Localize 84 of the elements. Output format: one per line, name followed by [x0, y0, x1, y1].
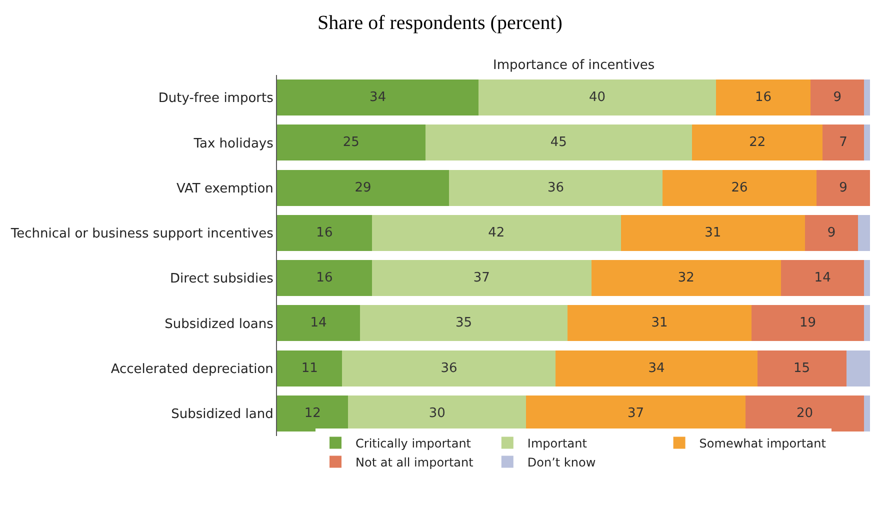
- bar: [864, 260, 870, 296]
- bar: [810, 80, 864, 116]
- y-tick-label: Duty-free imports: [158, 91, 274, 106]
- data-label: 30: [428, 406, 446, 421]
- data-label: 35: [456, 316, 472, 331]
- legend-label: Critically important: [356, 436, 472, 450]
- y-tick-label: Tax holidays: [192, 136, 274, 152]
- y-tick-label: Direct subsidies: [170, 272, 274, 287]
- bar: [822, 124, 864, 161]
- bar: [662, 170, 817, 206]
- bar: [277, 395, 348, 432]
- data-label: 31: [704, 225, 722, 240]
- bar: [478, 80, 716, 116]
- data-label: 37: [627, 406, 644, 421]
- y-tick-label: Subsidized loans: [164, 316, 274, 332]
- data-label: 16: [316, 270, 333, 286]
- bar: [864, 124, 870, 161]
- y-tick-label: Subsidized land: [171, 406, 274, 422]
- bar: [372, 214, 621, 251]
- data-label: 7: [839, 135, 848, 150]
- bar: [745, 395, 864, 432]
- bar: [372, 260, 592, 296]
- data-label: 14: [310, 316, 327, 331]
- legend-label: Somewhat important: [699, 436, 826, 450]
- bar: [816, 170, 870, 206]
- bar: [751, 305, 864, 342]
- data-label: 34: [648, 360, 665, 376]
- y-tick-label: Technical or business support incentives: [10, 226, 274, 242]
- bar: [716, 80, 811, 116]
- bar: [556, 350, 758, 386]
- bar: [277, 260, 372, 296]
- bar: [864, 80, 870, 116]
- data-label: 37: [473, 270, 490, 286]
- data-label: 11: [301, 360, 318, 376]
- bar: [846, 350, 870, 386]
- data-label: 42: [488, 225, 505, 240]
- data-label: 19: [799, 316, 816, 331]
- data-label: 15: [794, 360, 810, 376]
- data-label: 25: [342, 135, 360, 150]
- data-label: 40: [588, 90, 606, 106]
- data-label: 12: [304, 406, 321, 421]
- data-label: 29: [354, 180, 372, 196]
- bar: [591, 260, 782, 296]
- data-label: 9: [839, 180, 848, 196]
- data-label: 9: [833, 90, 842, 106]
- data-label: 26: [731, 180, 748, 196]
- data-label: 9: [827, 225, 836, 240]
- bar: [858, 214, 870, 251]
- y-tick-label: Accelerated depreciation: [110, 362, 274, 377]
- data-label: 31: [651, 316, 668, 331]
- data-label: 32: [678, 270, 694, 286]
- bar: [342, 350, 556, 386]
- bar: [277, 214, 372, 251]
- bar: [425, 124, 692, 161]
- bar: [277, 305, 360, 342]
- chart-title: Share of respondents (percent): [318, 12, 562, 34]
- bar: [277, 80, 479, 116]
- bar: [692, 124, 823, 161]
- chart-subtitle: Importance of incentives: [493, 58, 655, 73]
- legend-label: Don’t know: [527, 455, 596, 470]
- data-label: 22: [749, 135, 766, 150]
- bar: [804, 214, 858, 251]
- data-label: 14: [814, 270, 831, 286]
- bar: [277, 124, 426, 161]
- bar: [620, 214, 805, 251]
- bar: [864, 395, 870, 432]
- bar: [568, 305, 752, 342]
- bar: [277, 170, 449, 206]
- y-tick-label: VAT exemption: [176, 181, 274, 196]
- data-label: 20: [796, 406, 814, 421]
- data-label: 45: [550, 135, 567, 150]
- bar: [864, 305, 870, 342]
- legend-label: Not at all important: [356, 455, 474, 470]
- legend-label: Important: [527, 436, 588, 450]
- data-label: 16: [754, 90, 772, 106]
- bar: [781, 260, 864, 296]
- data-label: 34: [370, 90, 386, 106]
- bar: [757, 350, 846, 386]
- bar: [277, 350, 342, 386]
- data-label: 36: [440, 360, 458, 376]
- data-label: 36: [547, 180, 564, 196]
- bar: [448, 170, 662, 206]
- bar: [360, 305, 568, 342]
- data-label: 16: [316, 225, 333, 240]
